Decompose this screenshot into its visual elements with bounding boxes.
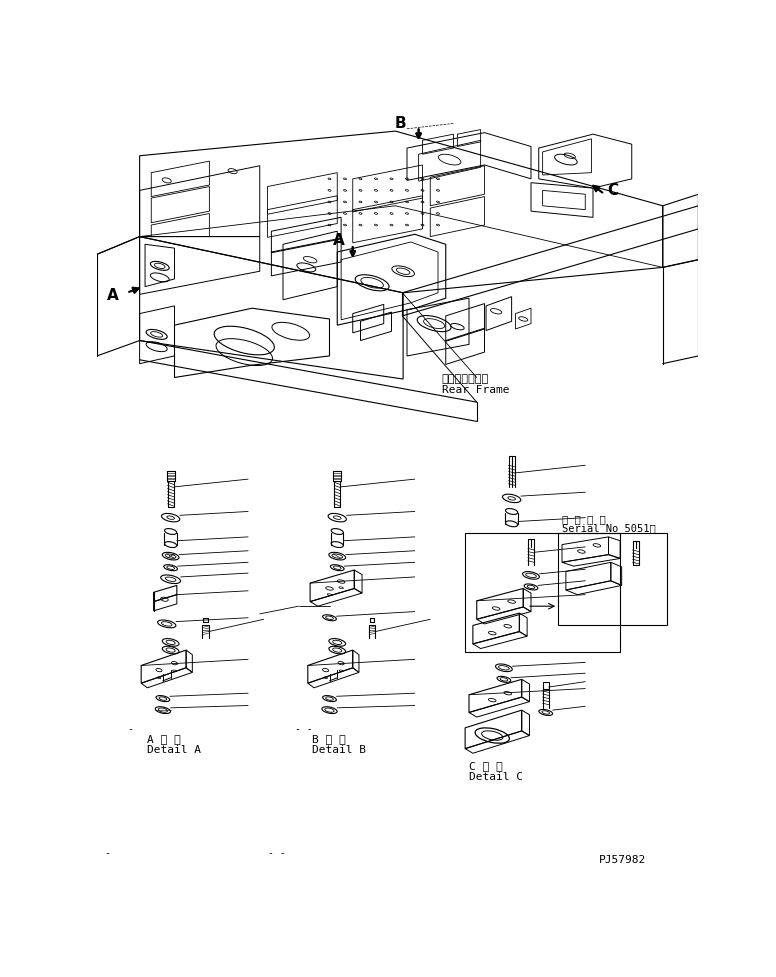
Ellipse shape xyxy=(165,541,177,547)
Text: A: A xyxy=(333,233,345,248)
Text: -: - xyxy=(105,848,116,858)
Bar xyxy=(465,533,620,653)
Bar xyxy=(558,533,667,625)
Text: PJ57982: PJ57982 xyxy=(599,855,646,866)
Text: Detail C: Detail C xyxy=(469,772,523,783)
Text: Detail B: Detail B xyxy=(313,745,366,755)
Text: リャーフレーム: リャーフレーム xyxy=(442,374,489,384)
Text: 適 用 号 機: 適 用 号 機 xyxy=(562,514,606,525)
Text: B 詳 細: B 詳 細 xyxy=(313,735,346,744)
Text: B: B xyxy=(395,116,407,131)
Text: - -: - - xyxy=(268,848,285,858)
Text: Rear Frame: Rear Frame xyxy=(442,385,509,395)
Text: C 詳 細: C 詳 細 xyxy=(469,761,503,772)
Text: - -: - - xyxy=(295,724,312,735)
Text: A: A xyxy=(106,288,119,304)
Ellipse shape xyxy=(331,541,343,547)
Text: Serial No 5051～: Serial No 5051～ xyxy=(562,524,656,533)
Text: Detail A: Detail A xyxy=(147,745,202,755)
Text: A 詳 細: A 詳 細 xyxy=(147,735,181,744)
Text: -: - xyxy=(128,724,140,735)
Text: C: C xyxy=(607,183,618,198)
Ellipse shape xyxy=(505,521,518,527)
